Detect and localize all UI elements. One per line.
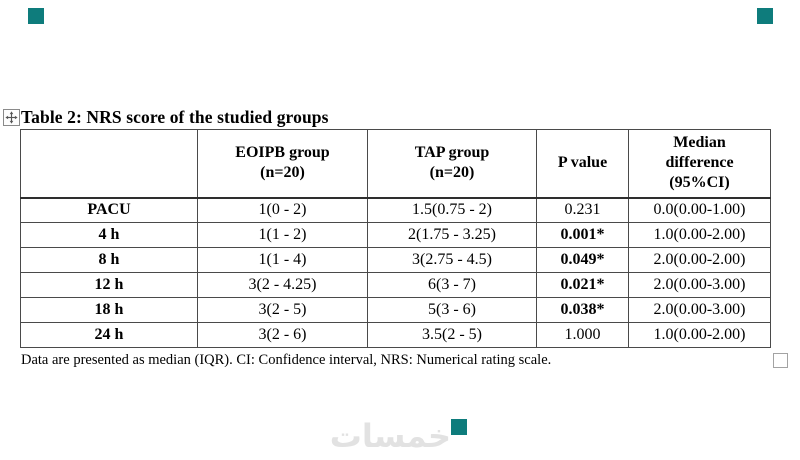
tap-value: 5(3 - 6) [367, 297, 537, 323]
table-row-24h: 24 h 3(2 - 6) 3.5(2 - 5) 1.000 1.0(0.00-… [20, 322, 771, 348]
teal-marker-watermark [451, 419, 467, 435]
eoipb-value: 3(2 - 6) [197, 322, 368, 348]
median-difference-value: 1.0(0.00-2.00) [628, 322, 771, 348]
median-difference-value: 1.0(0.00-2.00) [628, 222, 771, 248]
p-value: 0.049* [536, 247, 629, 273]
row-label: 8 h [20, 247, 198, 273]
nrs-score-table: EOIPB group (n=20) TAP group (n=20) P va… [20, 129, 771, 348]
khamsat-watermark: خمسات [329, 417, 451, 455]
teal-marker-top-left [28, 8, 44, 24]
table-footnote: Data are presented as median (IQR). CI: … [21, 352, 552, 368]
eoipb-value: 3(2 - 5) [197, 297, 368, 323]
eoipb-value: 1(1 - 2) [197, 222, 368, 248]
tap-value: 6(3 - 7) [367, 272, 537, 298]
row-label: 12 h [20, 272, 198, 298]
p-value: 0.001* [536, 222, 629, 248]
table-row-4h: 4 h 1(1 - 2) 2(1.75 - 3.25) 0.001* 1.0(0… [20, 222, 771, 248]
row-label: PACU [20, 197, 198, 223]
table-row-pacu: PACU 1(0 - 2) 1.5(0.75 - 2) 0.231 0.0(0.… [20, 197, 771, 223]
median-difference-value: 2.0(0.00-2.00) [628, 247, 771, 273]
median-difference-value: 2.0(0.00-3.00) [628, 272, 771, 298]
p-value: 0.038* [536, 297, 629, 323]
median-difference-value: 2.0(0.00-3.00) [628, 297, 771, 323]
page-title: Table 2: NRS score of the studied groups [21, 107, 329, 127]
tap-value: 1.5(0.75 - 2) [367, 197, 537, 223]
median-difference-value: 0.0(0.00-1.00) [628, 197, 771, 223]
eoipb-value: 3(2 - 4.25) [197, 272, 368, 298]
header-time [20, 129, 198, 199]
table-row-18h: 18 h 3(2 - 5) 5(3 - 6) 0.038* 2.0(0.00-3… [20, 297, 771, 323]
table-resize-handle[interactable] [773, 353, 788, 368]
teal-marker-top-right [757, 8, 773, 24]
table-move-handle-icon[interactable] [3, 109, 20, 126]
header-p-value: P value [536, 129, 629, 199]
table-title-row: Table 2: NRS score of the studied groups [3, 107, 329, 128]
eoipb-value: 1(1 - 4) [197, 247, 368, 273]
header-eoipb-group: EOIPB group (n=20) [197, 129, 368, 199]
eoipb-value: 1(0 - 2) [197, 197, 368, 223]
p-value: 1.000 [536, 322, 629, 348]
tap-value: 2(1.75 - 3.25) [367, 222, 537, 248]
row-label: 18 h [20, 297, 198, 323]
header-row: EOIPB group (n=20) TAP group (n=20) P va… [20, 129, 771, 199]
p-value: 0.231 [536, 197, 629, 223]
tap-value: 3(2.75 - 4.5) [367, 247, 537, 273]
header-median-difference: Median difference (95%CI) [628, 129, 771, 199]
table-row-8h: 8 h 1(1 - 4) 3(2.75 - 4.5) 0.049* 2.0(0.… [20, 247, 771, 273]
row-label: 4 h [20, 222, 198, 248]
p-value: 0.021* [536, 272, 629, 298]
header-tap-group: TAP group (n=20) [367, 129, 537, 199]
row-label: 24 h [20, 322, 198, 348]
tap-value: 3.5(2 - 5) [367, 322, 537, 348]
table-row-12h: 12 h 3(2 - 4.25) 6(3 - 7) 0.021* 2.0(0.0… [20, 272, 771, 298]
four-way-arrow-icon [5, 111, 18, 124]
